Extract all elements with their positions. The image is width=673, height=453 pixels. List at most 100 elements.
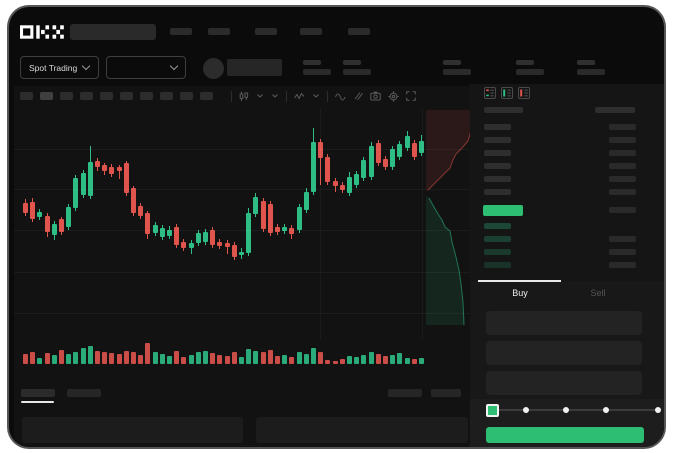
slider-stop-dot[interactable] xyxy=(655,407,661,413)
candle-body xyxy=(203,232,208,242)
chevron-down-icon xyxy=(81,61,91,71)
volume-bar xyxy=(217,355,223,364)
candle-body xyxy=(375,143,381,163)
candle-body xyxy=(123,163,129,193)
volume-bar xyxy=(325,360,331,364)
compare-icon[interactable] xyxy=(353,91,363,101)
volume-bar xyxy=(383,356,388,364)
chevron-down-icon[interactable] xyxy=(271,91,279,101)
nav-item-placeholder[interactable] xyxy=(300,28,322,35)
coin-avatar xyxy=(203,58,224,79)
candle-body xyxy=(59,219,64,232)
candle-body xyxy=(210,230,216,245)
stat-value-placeholder xyxy=(343,69,371,75)
gridline-h xyxy=(14,149,470,150)
bottom-action-2[interactable] xyxy=(431,389,461,397)
volume-bar xyxy=(102,352,108,364)
candle-body xyxy=(368,146,374,177)
orderbook-mode-toggle xyxy=(484,87,530,99)
price-input[interactable] xyxy=(486,311,642,335)
nav-item-placeholder[interactable] xyxy=(348,28,370,35)
pair-selector-dropdown[interactable] xyxy=(106,56,186,79)
candle-body xyxy=(174,227,180,245)
timeframe-button[interactable] xyxy=(60,92,73,100)
volume-bar xyxy=(253,351,259,364)
search-input[interactable] xyxy=(70,24,156,40)
stat-value-placeholder xyxy=(516,69,544,75)
chevron-down-icon[interactable] xyxy=(312,91,320,101)
candle-body xyxy=(51,224,57,235)
timeframe-button[interactable] xyxy=(200,92,213,100)
ask-price-placeholder xyxy=(484,124,511,130)
orderbook-last-price[interactable] xyxy=(483,205,523,216)
amount-slider-handle[interactable] xyxy=(486,404,499,417)
candle-body xyxy=(404,136,410,148)
market-type-dropdown[interactable]: Spot Trading xyxy=(20,56,99,79)
ask-amount-placeholder xyxy=(609,137,636,143)
timeframe-button[interactable] xyxy=(140,92,153,100)
ask-amount-placeholder xyxy=(609,176,636,182)
indicator-icon[interactable] xyxy=(294,91,305,102)
toolbar-divider xyxy=(327,90,328,102)
volume-bar xyxy=(73,352,79,364)
amount-slider-track[interactable] xyxy=(489,409,657,411)
timeframe-button[interactable] xyxy=(100,92,113,100)
stat-label-placeholder xyxy=(443,60,461,65)
candle-body xyxy=(397,144,403,157)
slider-stop-dot[interactable] xyxy=(563,407,569,413)
book-split-icon[interactable] xyxy=(484,87,496,99)
amount-input[interactable] xyxy=(486,341,642,365)
slider-stop-dot[interactable] xyxy=(603,407,609,413)
candle-body xyxy=(318,142,324,158)
buy-submit-button[interactable] xyxy=(486,427,644,443)
candle-body xyxy=(195,233,201,243)
volume-bar xyxy=(23,354,28,364)
volume-bar xyxy=(174,351,180,364)
timeframe-button[interactable] xyxy=(180,92,193,100)
bottom-tab-2[interactable] xyxy=(67,389,101,397)
line-tool-icon[interactable] xyxy=(335,91,346,101)
fullscreen-icon[interactable] xyxy=(406,91,416,101)
nav-item-placeholder[interactable] xyxy=(170,28,192,35)
bottom-action-1[interactable] xyxy=(388,389,422,397)
nav-item-placeholder[interactable] xyxy=(208,28,230,35)
candlestick-chart[interactable] xyxy=(21,108,425,340)
timeframe-button[interactable] xyxy=(160,92,173,100)
stat-value-placeholder xyxy=(443,69,471,75)
slider-stop-dot[interactable] xyxy=(523,407,529,413)
candle-style-icon[interactable] xyxy=(239,91,249,102)
chevron-down-icon[interactable] xyxy=(256,91,264,101)
volume-bar xyxy=(368,352,374,364)
timeframe-button[interactable] xyxy=(80,92,93,100)
book-buy-icon[interactable] xyxy=(501,87,513,99)
nav-item-placeholder[interactable] xyxy=(255,28,277,35)
bid-price-placeholder xyxy=(484,236,511,242)
book-sell-icon[interactable] xyxy=(518,87,530,99)
volume-bar xyxy=(282,355,288,364)
candle-body xyxy=(325,157,331,182)
candle-body xyxy=(37,212,43,217)
volume-bar xyxy=(375,354,381,364)
orders-panel-placeholder xyxy=(22,417,243,443)
timeframe-button[interactable] xyxy=(20,92,33,100)
volume-bar xyxy=(30,352,36,364)
candle-body xyxy=(102,165,108,171)
tab-buy[interactable]: Buy xyxy=(512,288,528,298)
volume-bar xyxy=(332,361,338,364)
settings-icon[interactable] xyxy=(388,90,399,102)
volume-bar xyxy=(354,357,360,364)
tab-sell[interactable]: Sell xyxy=(590,288,606,298)
ask-amount-placeholder xyxy=(609,189,636,195)
total-input[interactable] xyxy=(486,371,642,395)
volume-bar xyxy=(419,358,424,364)
okx-logo-icon[interactable] xyxy=(20,25,64,39)
timeframe-button[interactable] xyxy=(120,92,133,100)
timeframe-button[interactable] xyxy=(40,92,53,100)
candle-body xyxy=(217,242,223,246)
camera-icon[interactable] xyxy=(370,91,381,101)
market-type-label: Spot Trading xyxy=(29,62,78,73)
volume-bar xyxy=(411,359,417,364)
candle-body xyxy=(339,185,345,190)
bottom-tab-1[interactable] xyxy=(21,389,55,397)
